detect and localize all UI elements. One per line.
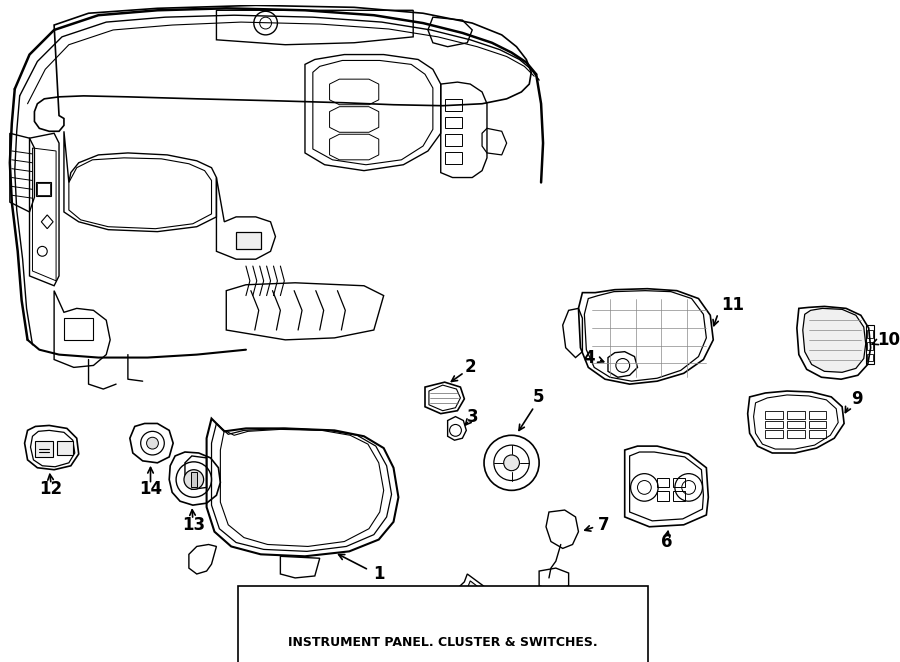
Bar (809, 410, 826, 418)
Bar (765, 410, 783, 418)
Bar (57, 441, 73, 455)
Bar (236, 232, 261, 250)
Text: 13: 13 (182, 516, 205, 534)
Text: 8: 8 (421, 589, 433, 606)
Bar (787, 430, 805, 438)
Bar (765, 430, 783, 438)
Circle shape (184, 470, 203, 489)
Text: 14: 14 (139, 481, 162, 498)
Circle shape (504, 455, 519, 471)
Text: 11: 11 (721, 297, 744, 314)
Bar (673, 477, 685, 487)
Bar (787, 420, 805, 428)
Bar (657, 477, 669, 487)
Text: 2: 2 (464, 358, 476, 377)
Bar (36, 183, 51, 196)
Bar (657, 491, 669, 501)
Bar (765, 420, 783, 428)
Circle shape (147, 437, 158, 449)
Text: 7: 7 (598, 516, 610, 534)
Text: 4: 4 (583, 349, 595, 367)
Bar (35, 441, 53, 457)
Bar (787, 410, 805, 418)
Text: 5: 5 (533, 388, 544, 406)
Text: INSTRUMENT PANEL. CLUSTER & SWITCHES.: INSTRUMENT PANEL. CLUSTER & SWITCHES. (288, 636, 598, 649)
Text: 6: 6 (662, 532, 673, 551)
Text: 10: 10 (878, 331, 900, 349)
Polygon shape (455, 581, 500, 617)
Bar (673, 491, 685, 501)
Bar (866, 325, 874, 365)
Bar (867, 330, 873, 338)
Polygon shape (803, 308, 866, 372)
Bar (445, 134, 463, 146)
Bar (867, 342, 873, 350)
Bar (809, 420, 826, 428)
Text: 12: 12 (40, 481, 63, 498)
Bar (809, 430, 826, 438)
Text: 3: 3 (466, 408, 478, 426)
Text: 9: 9 (851, 390, 862, 408)
Bar (867, 354, 873, 361)
Bar (191, 472, 197, 487)
Bar (445, 99, 463, 111)
Bar (38, 183, 50, 195)
Bar (64, 318, 94, 340)
Bar (445, 152, 463, 164)
Text: 1: 1 (373, 565, 384, 583)
Bar (445, 117, 463, 128)
